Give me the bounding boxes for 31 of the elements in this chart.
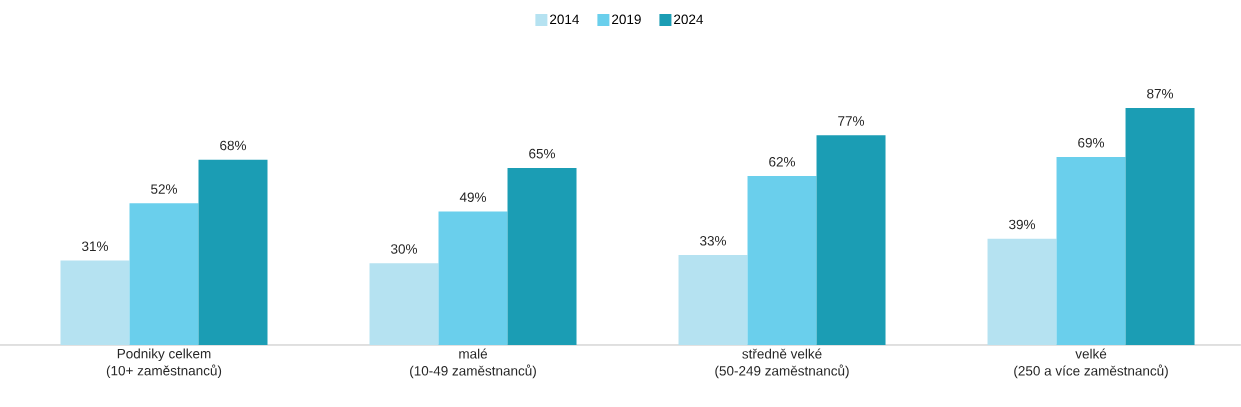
data-label: 33% [700, 236, 727, 246]
legend-label: 2014 [550, 14, 579, 25]
data-label: 39% [1009, 219, 1036, 230]
x-tick-label: velké (250 a více zaměstnanců) [1014, 348, 1168, 379]
data-label: 49% [459, 192, 487, 202]
x-tick-label: středně velké (50-249 zaměstnanců) [715, 348, 849, 379]
data-label: 52% [151, 184, 178, 194]
data-label: 69% [1078, 137, 1105, 148]
legend-label: 2019 [612, 14, 641, 25]
bar [438, 211, 508, 345]
data-label: 65% [529, 148, 556, 159]
data-label: 68% [220, 140, 247, 151]
bar [987, 238, 1057, 345]
data-label: 87% [1147, 88, 1174, 99]
data-label: 62% [769, 157, 796, 167]
data-label: 30% [391, 244, 418, 254]
legend-label: 2024 [674, 14, 704, 25]
bar [129, 203, 199, 345]
x-tick-label: malé (10-49 zaměstnanců) [410, 348, 536, 379]
x-tick-label: Podniky celkem (10+ zaměstnanců) [106, 348, 222, 379]
bar [507, 167, 577, 345]
bar [747, 176, 817, 345]
bar [1125, 108, 1195, 345]
bar [198, 159, 268, 345]
bar [60, 260, 130, 345]
bar [369, 263, 439, 345]
bar [678, 255, 748, 345]
bar [1056, 157, 1126, 345]
data-label: 77% [838, 116, 865, 126]
data-label: 31% [82, 241, 109, 252]
bar [816, 135, 886, 345]
